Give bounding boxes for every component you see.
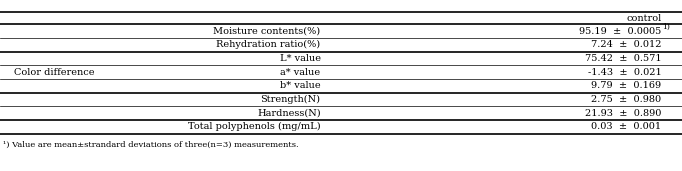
Text: Moisture contents(%): Moisture contents(%) (213, 27, 321, 36)
Text: b* value: b* value (280, 81, 321, 90)
Text: control: control (626, 14, 662, 23)
Text: L* value: L* value (280, 54, 321, 63)
Text: -1.43  ±  0.021: -1.43 ± 0.021 (588, 68, 662, 77)
Text: ¹) Value are mean±strandard deviations of three(n=3) measurements.: ¹) Value are mean±strandard deviations o… (3, 141, 299, 149)
Text: Total polyphenols (mg/mL): Total polyphenols (mg/mL) (188, 122, 321, 131)
Text: Hardness(N): Hardness(N) (257, 109, 321, 118)
Text: Strength(N): Strength(N) (261, 95, 321, 104)
Text: 21.93  ±  0.890: 21.93 ± 0.890 (585, 109, 662, 118)
Text: 75.42  ±  0.571: 75.42 ± 0.571 (585, 54, 662, 63)
Text: Rehydration ratio(%): Rehydration ratio(%) (216, 40, 321, 49)
Text: 2.75  ±  0.980: 2.75 ± 0.980 (591, 95, 662, 104)
Text: 1): 1) (662, 23, 670, 31)
Text: a* value: a* value (280, 68, 321, 77)
Text: Color difference: Color difference (14, 68, 94, 77)
Text: 7.24  ±  0.012: 7.24 ± 0.012 (591, 40, 662, 49)
Text: 0.03  ±  0.001: 0.03 ± 0.001 (591, 122, 662, 131)
Text: 95.19  ±  0.0005: 95.19 ± 0.0005 (579, 27, 662, 36)
Text: 9.79  ±  0.169: 9.79 ± 0.169 (591, 81, 662, 90)
